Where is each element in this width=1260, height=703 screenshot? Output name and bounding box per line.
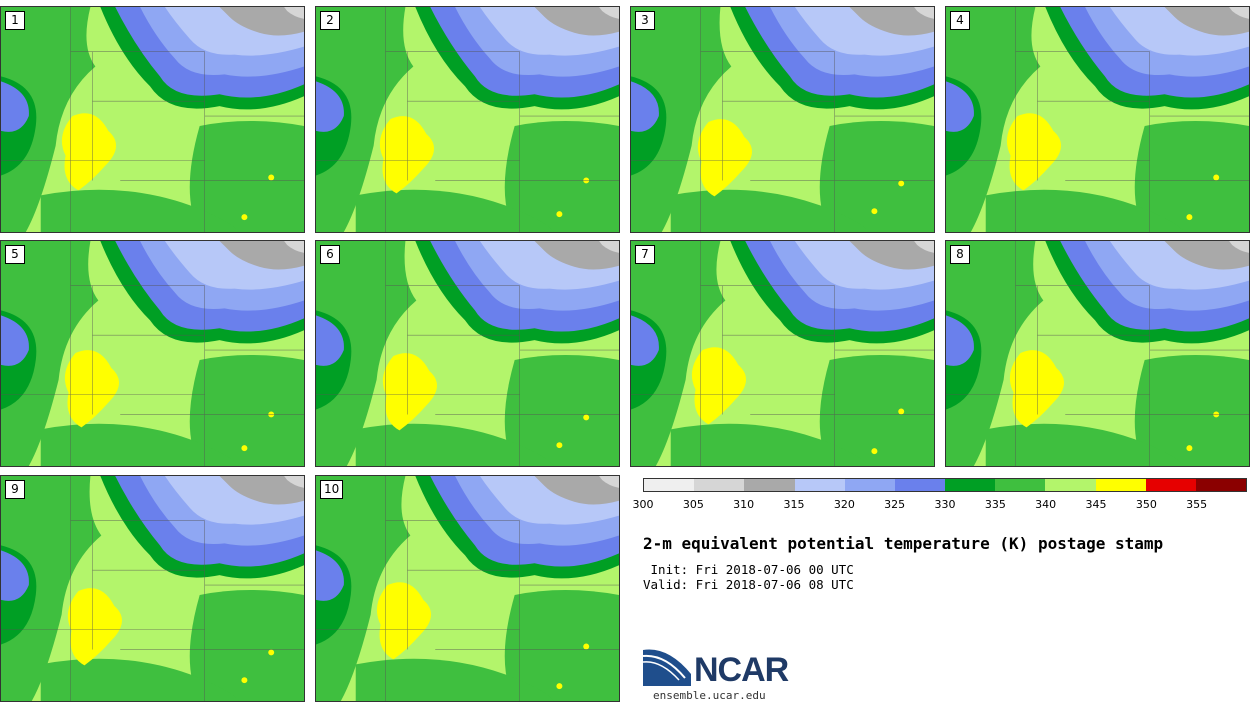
- figure-title: 2-m equivalent potential temperature (K)…: [643, 534, 1164, 553]
- colorbar-segment: [945, 479, 996, 491]
- member-label: 10: [320, 480, 344, 499]
- colorbar-segment: [844, 479, 895, 491]
- logo-name: NCAR: [694, 651, 789, 689]
- colorbar-tick-label: 345: [1085, 498, 1107, 511]
- member-label: 6: [320, 245, 340, 264]
- colorbar-segment: [1045, 479, 1096, 491]
- colorbar-segment: [644, 479, 695, 491]
- colorbar-segment: [744, 479, 795, 491]
- colorbar-tick-label: 310: [733, 498, 755, 511]
- colorbar-tick-label: 340: [1035, 498, 1057, 511]
- member-label: 3: [635, 11, 655, 30]
- map-panel: 8: [945, 240, 1250, 467]
- colorbar-tick-label: 300: [632, 498, 654, 511]
- valid-time: Valid: Fri 2018-07-06 08 UTC: [643, 577, 854, 592]
- map-panel: 10: [315, 475, 620, 702]
- colorbar-segment: [894, 479, 946, 491]
- colorbar-tick-label: 335: [984, 498, 1006, 511]
- map-panel: 6: [315, 240, 620, 467]
- member-label: 4: [950, 11, 970, 30]
- colorbar-tick-label: 315: [783, 498, 805, 511]
- colorbar-tick-label: 330: [934, 498, 956, 511]
- colorbar-segment: [1145, 479, 1196, 491]
- colorbar-segment: [995, 479, 1046, 491]
- map-panel: 2: [315, 6, 620, 233]
- map-panel: 4: [945, 6, 1250, 233]
- colorbar-segment: [694, 479, 745, 491]
- colorbar-segment: [794, 479, 845, 491]
- member-label: 8: [950, 245, 970, 264]
- colorbar-segment: [1095, 479, 1146, 491]
- map-panel: 5: [0, 240, 305, 467]
- map-panel: 7: [630, 240, 935, 467]
- colorbar-ticks: 300 305 310 315 320 325 330 335 340 345 350 355: [633, 498, 1247, 514]
- ncar-logo-icon: [643, 649, 691, 686]
- member-label: 1: [5, 11, 25, 30]
- member-label: 5: [5, 245, 25, 264]
- colorbar-tick-label: 355: [1186, 498, 1208, 511]
- colorbar-tick-label: 305: [682, 498, 704, 511]
- init-time: Init: Fri 2018-07-06 00 UTC: [643, 562, 854, 577]
- colorbar-segment: [1195, 479, 1247, 491]
- logo-url: ensemble.ucar.edu: [653, 689, 766, 702]
- map-panel: 9: [0, 475, 305, 702]
- map-panel: 1: [0, 6, 305, 233]
- member-label: 7: [635, 245, 655, 264]
- member-label: 9: [5, 480, 25, 499]
- map-panel: 3: [630, 6, 935, 233]
- colorbar-tick-label: 320: [833, 498, 855, 511]
- colorbar-tick-label: 350: [1135, 498, 1157, 511]
- colorbar: [643, 478, 1247, 492]
- colorbar-tick-label: 325: [884, 498, 906, 511]
- member-label: 2: [320, 11, 340, 30]
